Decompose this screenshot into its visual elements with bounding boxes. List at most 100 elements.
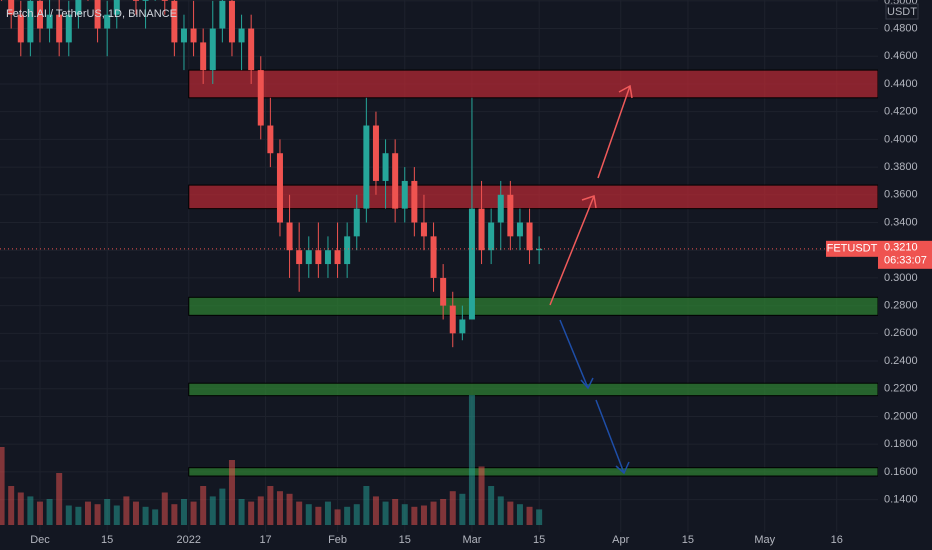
x-tick-label: Dec [30,534,50,546]
volume-bar [17,492,24,525]
volume-bar [401,504,408,525]
candle-body [75,0,82,15]
volume-bar [123,496,130,525]
volume-bar [190,501,197,525]
arrow-head [618,84,633,99]
y-tick-label: 0.3400 [884,216,918,228]
candle-body [334,250,341,265]
candle-body [315,250,322,265]
volume-bar [219,488,226,525]
candle-body [200,42,207,71]
volume-bar [75,506,82,525]
candle-body [478,208,485,251]
volume-bar [0,447,5,525]
volume-bar [228,460,235,525]
volume-bar [411,506,418,525]
y-tick-label: 0.4000 [884,133,918,145]
volume-bar [113,505,120,525]
volume-bar [132,501,139,525]
volume-bar [8,486,15,525]
x-tick-label: 15 [399,534,411,546]
y-tick-label: 0.2000 [884,410,918,422]
y-tick-label: 0.3000 [884,272,918,284]
candle-body [56,14,63,43]
y-tick-label: 0.3800 [884,161,918,173]
volume-bar [420,505,427,525]
volume-pane [0,395,543,525]
candle-body [228,0,235,43]
x-tick-label: 15 [101,534,113,546]
arrow-head [580,377,594,390]
candle-body [8,0,15,15]
x-tick-label: Apr [612,534,629,546]
candle-body [459,319,466,334]
candle-body [219,0,226,29]
candle-body [132,0,139,1]
y-tick-label: 0.4600 [884,50,918,62]
volume-bar [276,491,283,525]
candle-body [401,180,408,209]
candle-body [420,222,427,237]
y-unit: USDT [887,6,917,18]
volume-bar [180,499,187,525]
candle-body [238,28,245,43]
last-price-label: 0.3210 [884,242,918,254]
candle-body [440,277,447,306]
arrow-head [615,461,630,475]
candle-body [17,14,24,43]
candle-body [497,194,504,223]
y-tick-label: 0.1800 [884,438,918,450]
volume-bar [36,501,43,525]
candle-body [468,208,475,320]
volume-bar [161,492,168,525]
x-tick-label: May [754,534,775,546]
volume-bar [459,493,466,525]
volume-bar [84,501,91,525]
price-axis [878,0,932,550]
candle-body [353,208,360,237]
x-tick-label: Mar [462,534,481,546]
countdown: 06:33:07 [884,255,927,267]
candle-body [180,28,187,43]
volume-bar [65,505,72,525]
volume-bar [286,493,293,525]
candle-body [305,250,312,265]
candle-body [430,236,437,278]
x-tick-label: 15 [533,534,545,546]
candle-body [161,0,168,1]
candle-body [65,14,72,43]
candle-body [46,14,53,29]
volume-bar [488,486,495,525]
volume-bar [392,499,399,525]
arrow [549,195,595,306]
candle-body [113,0,120,15]
volume-bar [296,501,303,525]
candle-body [344,236,351,265]
y-tick-label: 0.4400 [884,78,918,90]
symbol-tag-box [826,240,878,257]
volume-bar [334,509,341,525]
arrow-head [581,195,597,209]
grid [0,0,878,532]
volume-bar [267,486,274,525]
volume-bar [507,501,514,525]
candles [0,0,878,348]
symbol-tag: FETUSDT [827,243,878,255]
candle-body [411,180,418,223]
zone [188,382,879,397]
volume-bar [324,501,331,525]
y-tick-label: 0.4200 [884,106,918,118]
volume-bar [104,499,111,525]
volume-bar [171,504,178,525]
volume-bar [363,486,370,525]
zone [188,296,879,316]
candle-body [171,0,178,43]
candle-body [372,125,379,181]
x-tick-label: 16 [831,534,843,546]
volume-bar [200,486,207,525]
candle-body [488,222,495,251]
candle-body [324,250,331,265]
y-tick-label: 0.2200 [884,383,918,395]
